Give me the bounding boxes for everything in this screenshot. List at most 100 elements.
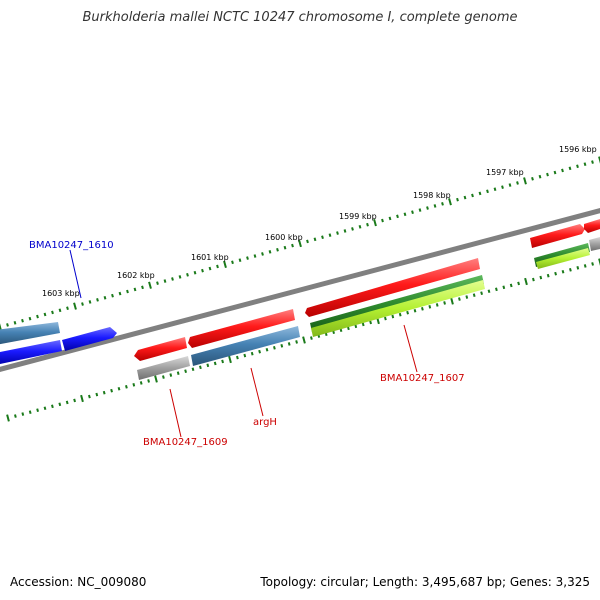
track-tick (126, 289, 129, 294)
gene-arrow[interactable] (134, 337, 187, 361)
track-tick (310, 336, 313, 340)
tick-label: 1603 kbp (42, 289, 80, 298)
track-tick (471, 193, 474, 198)
track-tick (591, 262, 594, 266)
track-tick (36, 314, 39, 319)
gene-label[interactable]: argH (253, 417, 277, 428)
track-tick (388, 216, 392, 221)
track-tick (51, 404, 54, 409)
track-tick (369, 320, 372, 325)
track-tick (43, 312, 47, 317)
track-tick (291, 243, 294, 248)
track-tick (118, 291, 122, 296)
track-tick (154, 375, 158, 383)
track-tick (238, 258, 242, 263)
track-tick (523, 177, 527, 185)
track-tick (373, 218, 377, 227)
track-tick (250, 351, 254, 356)
track-tick (493, 187, 497, 192)
track-tick (531, 176, 534, 181)
track-tick (478, 191, 482, 196)
track-tick (21, 412, 25, 416)
track-tick (216, 264, 219, 269)
track-tick (51, 310, 54, 315)
track-tick (443, 301, 446, 305)
track-tick (411, 210, 414, 214)
track-tick (28, 410, 32, 414)
track-tick (6, 323, 9, 327)
gene-label[interactable]: BMA10247_1609 (143, 437, 228, 448)
tick-label: 1602 kbp (117, 271, 155, 280)
gene-label[interactable]: BMA10247_1607 (380, 373, 465, 384)
track-tick (14, 414, 17, 418)
gene-arrow[interactable] (0, 322, 60, 345)
tick-label: 1601 kbp (191, 253, 229, 262)
track-tick (583, 162, 587, 166)
track-tick (384, 316, 387, 321)
track-tick (428, 305, 432, 309)
track-tick (508, 183, 512, 187)
track-tick (472, 293, 476, 297)
track-tick (132, 383, 136, 387)
track-tick (223, 260, 227, 269)
track-tick (561, 168, 564, 173)
gene-arrow[interactable] (0, 340, 62, 365)
gene-arrow[interactable] (62, 327, 117, 351)
track-tick (141, 285, 144, 290)
track-tick (366, 222, 369, 227)
track-tick (321, 235, 324, 240)
tick-label: 1600 kbp (265, 233, 303, 242)
track-tick (110, 388, 113, 393)
track-tick (191, 367, 195, 372)
gene-arrow[interactable] (536, 248, 590, 269)
track-tick (139, 381, 143, 385)
track-tick (221, 359, 224, 364)
gene-track-outer (0, 219, 600, 361)
track-tick (569, 267, 572, 272)
track-tick (598, 156, 600, 164)
track-tick (295, 340, 298, 344)
map-title: Burkholderia mallei NCTC 10247 chromosom… (82, 10, 518, 25)
track-tick (162, 375, 165, 379)
track-tick (201, 268, 204, 273)
gene-label[interactable]: BMA10247_1610 (29, 240, 114, 251)
track-tick (465, 295, 469, 299)
track-tick (199, 365, 202, 370)
track-tick (568, 166, 572, 171)
track-tick (13, 321, 17, 325)
gene-arrow[interactable] (188, 309, 295, 348)
gene-arrow[interactable] (311, 280, 485, 337)
track-tick (88, 394, 91, 399)
track-tick (456, 197, 459, 202)
track-tick (80, 394, 84, 403)
track-tick (418, 208, 422, 212)
track-tick (276, 247, 279, 252)
gene-arrow[interactable] (137, 356, 190, 380)
chromosome-backbone (0, 208, 600, 372)
gene-arrow[interactable] (589, 237, 600, 251)
gene-arrow[interactable] (191, 326, 300, 366)
track-tick (287, 342, 291, 346)
track-tick (532, 277, 535, 282)
track-tick (178, 275, 182, 279)
track-tick (228, 355, 232, 364)
track-tick (246, 256, 249, 260)
track-tick (487, 289, 491, 294)
gene-arrow[interactable] (530, 224, 585, 248)
track-tick (347, 326, 350, 331)
track-tick (96, 298, 99, 302)
outer-tick-track (0, 156, 600, 331)
track-tick (509, 283, 513, 288)
gene-arrow[interactable] (584, 219, 600, 233)
track-tick (280, 344, 284, 348)
track-tick (448, 198, 452, 206)
track-tick (403, 212, 407, 217)
track-tick (358, 224, 362, 229)
track-tick (273, 345, 276, 350)
track-tick (343, 229, 347, 233)
track-tick (213, 361, 217, 366)
track-tick (117, 386, 121, 391)
gene-arrow[interactable] (305, 258, 480, 317)
track-tick (21, 318, 24, 323)
track-tick (208, 266, 212, 271)
